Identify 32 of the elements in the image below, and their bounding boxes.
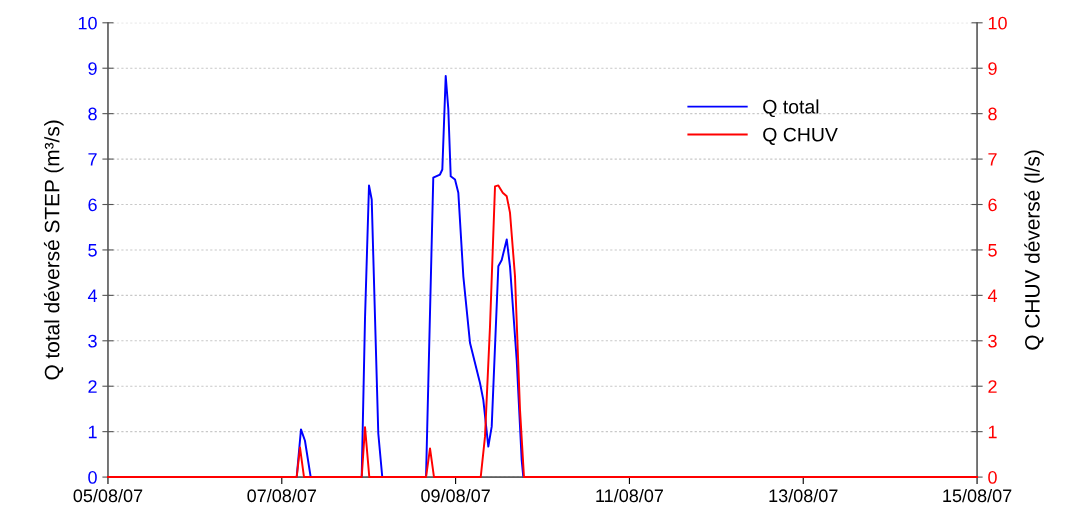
x-tick-label: 09/08/07 [421, 488, 490, 503]
y2-tick-label: 1 [988, 425, 997, 439]
legend-label: Q CHUV [763, 127, 838, 145]
y-tick-label: 4 [87, 289, 98, 302]
y2-tick-label: 2 [988, 380, 997, 393]
y2-tick-label: 7 [988, 153, 997, 166]
x-tick-label: 07/08/07 [247, 488, 317, 503]
y-tick-label: 7 [88, 153, 97, 166]
y-axis-title: Q total déversé STEP (m³/s) [43, 120, 64, 380]
y2-tick-label: 3 [988, 334, 997, 348]
y2-tick-label: 9 [988, 62, 997, 75]
x-tick-label: 15/08/07 [943, 488, 1012, 503]
y-tick-label: 10 [78, 16, 97, 30]
y-tick-label: 0 [88, 471, 97, 484]
y-tick-label: 8 [88, 107, 97, 121]
y-tick-label: 5 [88, 244, 97, 257]
y-tick-label: 2 [88, 380, 97, 393]
y2-tick-label: 8 [988, 107, 997, 121]
y2-tick-label: 4 [987, 289, 997, 302]
y2-tick-label: 0 [988, 471, 997, 484]
y2-tick-label: 6 [988, 198, 997, 212]
y-tick-label: 1 [88, 425, 97, 439]
y-tick-label: 6 [88, 198, 97, 212]
y-tick-label: 3 [88, 334, 97, 348]
legend-label: Q total [763, 99, 819, 118]
x-tick-label: 05/08/07 [73, 488, 143, 503]
x-tick-label: 13/08/07 [769, 488, 838, 503]
y2-axis-title: Q CHUV déversé (l/s) [1024, 150, 1044, 350]
y2-tick-label: 10 [988, 16, 1007, 30]
y2-tick-label: 5 [988, 244, 997, 257]
x-tick-label: 11/08/07 [596, 488, 663, 503]
y-tick-label: 9 [88, 62, 97, 75]
